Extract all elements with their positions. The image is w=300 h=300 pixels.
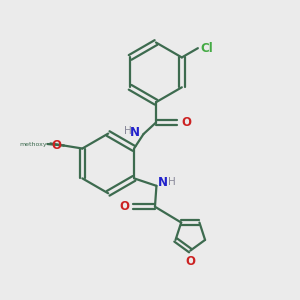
Text: O: O [120,200,130,213]
Text: N: N [158,176,168,189]
Text: O: O [52,139,62,152]
Text: methoxy: methoxy [20,142,47,147]
Text: methoxy: methoxy [20,141,46,146]
Text: O: O [182,116,191,129]
Text: Cl: Cl [200,42,213,55]
Text: H: H [168,177,176,187]
Text: N: N [130,126,140,139]
Text: H: H [124,126,132,136]
Text: O: O [185,254,195,268]
